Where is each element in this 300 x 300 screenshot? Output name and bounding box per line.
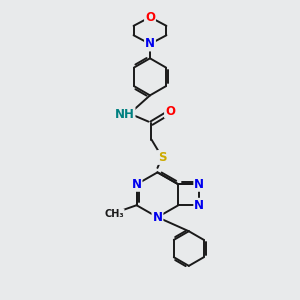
Text: N: N xyxy=(132,178,142,191)
Text: N: N xyxy=(145,38,155,50)
Text: CH₃: CH₃ xyxy=(104,209,124,219)
Text: O: O xyxy=(165,105,175,118)
Text: N: N xyxy=(194,199,204,212)
Text: N: N xyxy=(194,178,204,191)
Text: NH: NH xyxy=(115,108,135,121)
Text: S: S xyxy=(158,151,166,164)
Text: N: N xyxy=(152,211,163,224)
Text: O: O xyxy=(145,11,155,24)
